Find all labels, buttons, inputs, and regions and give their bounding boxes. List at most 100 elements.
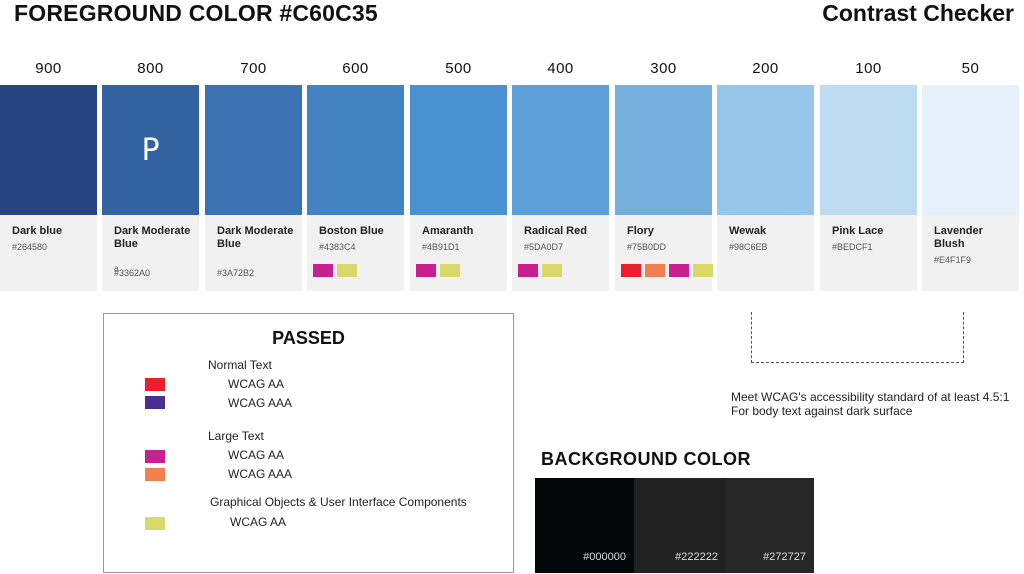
foreground-color-title: FOREGROUND COLOR #C60C35 xyxy=(14,0,378,27)
passed-title: PASSED xyxy=(104,328,513,349)
shade-hex: #4B91D1 xyxy=(422,242,460,252)
shade-name: Wewak xyxy=(729,225,809,238)
shade-name: Pink Lace xyxy=(832,225,912,238)
shade-name: Radical Red xyxy=(524,225,604,238)
shade-number: 600 xyxy=(307,60,404,80)
shade-hex: #4383C4 xyxy=(319,242,356,252)
passed-indicator-swatch xyxy=(337,264,357,277)
shade-hex: #E4F1F9 xyxy=(934,255,971,265)
background-swatch-222222: #222222 xyxy=(634,478,726,573)
large-text-heading: Large Text xyxy=(208,429,264,443)
legend-label-aa-graphical: WCAG AA xyxy=(230,515,286,529)
shade-column-300: 300 Flory #75B0DD xyxy=(615,60,712,80)
shade-info-card: Amaranth #4B91D1 xyxy=(410,215,507,291)
background-swatch-272727: #272727 xyxy=(726,478,814,573)
shade-hex: #3362A0 xyxy=(114,268,150,278)
shade-number: 200 xyxy=(717,60,814,80)
legend-swatch-aa-large xyxy=(145,450,165,463)
shade-info-card: Flory #75B0DD xyxy=(615,215,712,291)
dashed-bracket xyxy=(751,312,964,363)
shade-name: Dark blue xyxy=(12,225,92,238)
passed-indicators xyxy=(621,264,713,277)
shade-column-800: 800 P Dark Moderate Blue a #3362A0 xyxy=(102,60,199,80)
shade-column-400: 400 Radical Red #5DA0D7 xyxy=(512,60,609,80)
passed-indicator-swatch xyxy=(669,264,689,277)
passed-indicator-swatch xyxy=(313,264,333,277)
shade-number: 900 xyxy=(0,60,97,80)
wcag-note: Meet WCAG's accessibility standard of at… xyxy=(731,390,1021,418)
background-hex-000000: #000000 xyxy=(583,551,626,563)
shade-hex: #98C6EB xyxy=(729,242,768,252)
shade-hex: #264580 xyxy=(12,242,47,252)
shade-hex: #BEDCF1 xyxy=(832,242,873,252)
shade-info-card: Dark Moderate Blue a #3362A0 xyxy=(102,215,199,291)
shade-hex: #5DA0D7 xyxy=(524,242,563,252)
shade-column-900: 900 Dark blue #264580 xyxy=(0,60,97,80)
passed-indicator-swatch xyxy=(542,264,562,277)
graphical-objects-heading: Graphical Objects & User Interface Compo… xyxy=(210,495,467,509)
shade-swatch xyxy=(410,85,507,215)
legend-swatch-aa-graphical xyxy=(145,517,165,530)
sample-letter: P xyxy=(141,133,159,168)
passed-indicator-swatch xyxy=(416,264,436,277)
shade-name: Dark Moderate Blue xyxy=(114,225,194,251)
shade-swatch xyxy=(820,85,917,215)
shade-column-500: 500 Amaranth #4B91D1 xyxy=(410,60,507,80)
legend-label-aaa-large: WCAG AAA xyxy=(228,467,292,481)
passed-legend-box: PASSED Normal Text WCAG AA WCAG AAA Larg… xyxy=(103,313,514,573)
passed-indicator-swatch xyxy=(645,264,665,277)
legend-swatch-aaa-normal xyxy=(145,396,165,409)
shade-hex: #75B0DD xyxy=(627,242,666,252)
background-color-title: BACKGROUND COLOR xyxy=(541,449,751,470)
shade-swatch xyxy=(717,85,814,215)
shade-number: 700 xyxy=(205,60,302,80)
shade-info-card: Lavender Blush #E4F1F9 xyxy=(922,215,1019,291)
shade-name: Boston Blue xyxy=(319,225,399,238)
shade-info-card: Pink Lace #BEDCF1 xyxy=(820,215,917,291)
legend-swatch-aaa-large xyxy=(145,468,165,481)
shade-number: 400 xyxy=(512,60,609,80)
shade-number: 100 xyxy=(820,60,917,80)
shade-column-700: 700 Dark Moderate Blue #3A72B2 xyxy=(205,60,302,80)
passed-indicators xyxy=(416,264,460,277)
shade-palette: 900 Dark blue #264580 800 P Dark Moderate Blu… xyxy=(0,60,1024,292)
shade-name: Amaranth xyxy=(422,225,502,238)
passed-indicators xyxy=(518,264,562,277)
shade-swatch xyxy=(307,85,404,215)
contrast-checker-title: Contrast Checker xyxy=(822,0,1014,27)
shade-name: Lavender Blush xyxy=(934,225,1014,251)
shade-name: Flory xyxy=(627,225,707,238)
background-swatch-000000: #000000 xyxy=(535,478,634,573)
passed-indicator-swatch xyxy=(440,264,460,277)
passed-indicator-swatch xyxy=(693,264,713,277)
normal-text-heading: Normal Text xyxy=(208,358,272,372)
shade-info-card: Radical Red #5DA0D7 xyxy=(512,215,609,291)
shade-number: 800 xyxy=(102,60,199,80)
legend-label-aa-large: WCAG AA xyxy=(228,448,284,462)
shade-info-card: Boston Blue #4383C4 xyxy=(307,215,404,291)
shade-info-card: Dark Moderate Blue #3A72B2 xyxy=(205,215,302,291)
shade-swatch xyxy=(615,85,712,215)
shade-column-600: 600 Boston Blue #4383C4 xyxy=(307,60,404,80)
shade-number: 300 xyxy=(615,60,712,80)
passed-indicator-swatch xyxy=(621,264,641,277)
shade-hex: #3A72B2 xyxy=(217,268,254,278)
shade-swatch: P xyxy=(102,85,199,215)
shade-name: Dark Moderate Blue xyxy=(217,225,297,251)
legend-swatch-aa-normal xyxy=(145,378,165,391)
legend-label-aa-normal: WCAG AA xyxy=(228,377,284,391)
passed-indicators xyxy=(313,264,357,277)
shade-column-50: 50 Lavender Blush #E4F1F9 xyxy=(922,60,1019,80)
shade-swatch xyxy=(512,85,609,215)
legend-label-aaa-normal: WCAG AAA xyxy=(228,396,292,410)
shade-column-200: 200 Wewak #98C6EB xyxy=(717,60,814,80)
shade-info-card: Wewak #98C6EB xyxy=(717,215,814,291)
shade-swatch xyxy=(205,85,302,215)
shade-number: 500 xyxy=(410,60,507,80)
shade-swatch xyxy=(0,85,97,215)
shade-column-100: 100 Pink Lace #BEDCF1 xyxy=(820,60,917,80)
shade-number: 50 xyxy=(922,60,1019,80)
background-hex-222222: #222222 xyxy=(675,551,718,563)
shade-swatch xyxy=(922,85,1019,215)
shade-info-card: Dark blue #264580 xyxy=(0,215,97,291)
